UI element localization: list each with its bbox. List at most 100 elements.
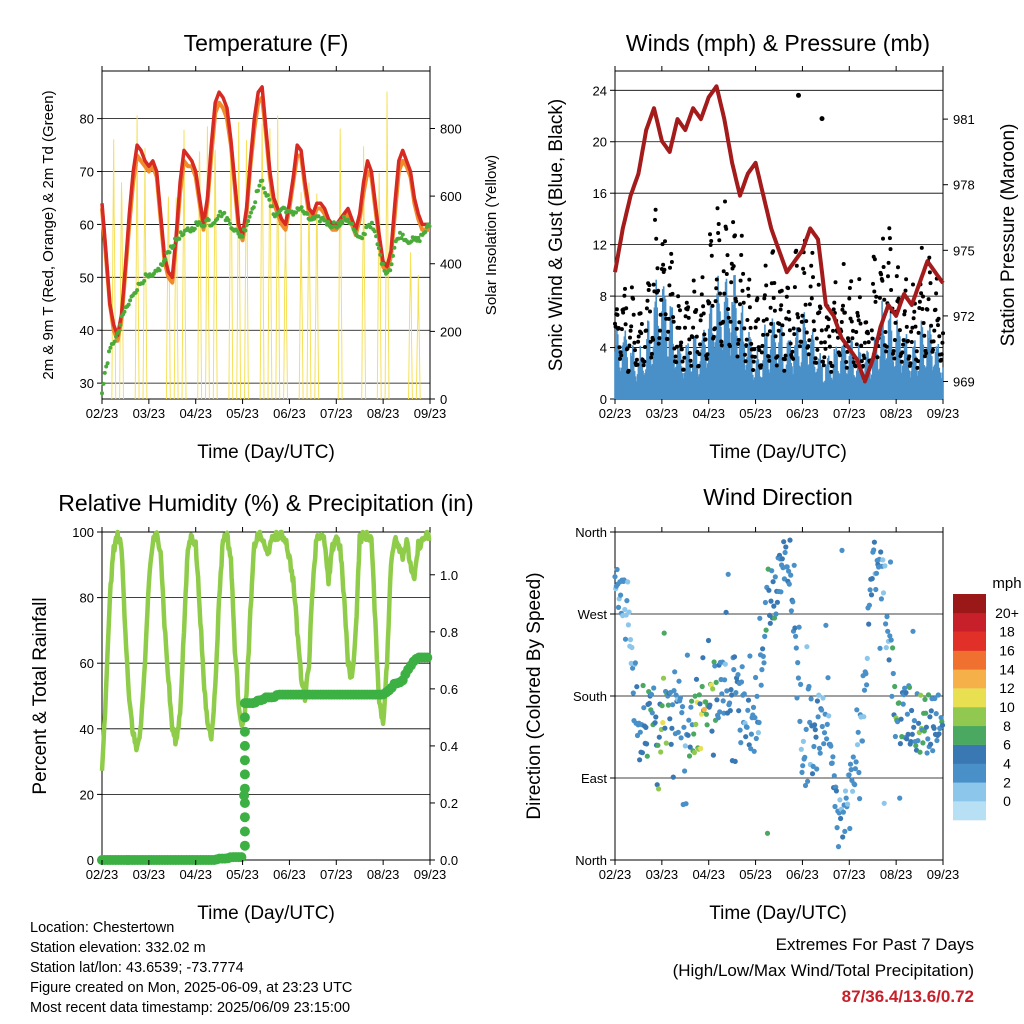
wind-direction-point [735, 672, 741, 678]
wind-direction-point [658, 749, 664, 755]
wind-gust-point [859, 343, 864, 348]
dewpoint-point [116, 329, 121, 333]
winds-y2-tick-label: 975 [953, 243, 975, 258]
wind-direction-point [725, 571, 731, 577]
wind-direction-point [626, 609, 632, 615]
wind-gust-point [815, 347, 820, 352]
wind-direction-point [852, 782, 858, 788]
wind-direction-point [625, 579, 631, 585]
wind-gust-point [699, 292, 704, 297]
dewpoint-point [104, 364, 109, 369]
wind-direction-point [878, 549, 884, 555]
wind-gust-point [733, 233, 737, 238]
wind-gust-point [810, 250, 815, 255]
wind-direction-point [759, 667, 765, 673]
wind-direction-point [883, 645, 889, 651]
precipitation-point [239, 812, 250, 823]
wind-gust-point [647, 283, 652, 288]
wind-gust-point [683, 325, 687, 330]
wind-direction-point [812, 727, 818, 733]
wind-gust-point [618, 356, 622, 361]
wind-direction-point [806, 683, 812, 690]
solar-insolation-line [111, 139, 117, 400]
wind-gust-point [755, 296, 760, 301]
temperature-x-tick-label: 04/23 [179, 406, 212, 421]
winds-title: Winds (mph) & Pressure (mb) [626, 30, 930, 56]
solar-insolation-line [361, 146, 367, 400]
wind-gust-point [909, 329, 914, 334]
wind-direction-point [697, 701, 703, 707]
wind-gust-point [689, 363, 694, 368]
dewpoint-point [270, 204, 275, 209]
wind-direction-point [918, 692, 924, 698]
wind-gust-point [618, 350, 623, 355]
wind-gust-point [921, 294, 925, 299]
wind-gust-point [851, 360, 856, 365]
wind-gust-point [766, 354, 771, 359]
wind-direction-point [847, 825, 853, 832]
wind-direction-point [863, 671, 869, 677]
wind-gust-point [853, 364, 858, 369]
wind-gust-point [799, 339, 804, 344]
wind-gust-point [909, 340, 914, 344]
wind-direction-point [910, 628, 916, 634]
wind-gust-point [896, 296, 901, 301]
winds-y-tick-label: 12 [593, 238, 607, 253]
wind-gust-point [686, 315, 691, 320]
wind-gust-point [941, 331, 945, 336]
temperature-x-tick-label: 08/23 [367, 406, 400, 421]
wind-direction-point [887, 633, 893, 639]
wind-direction-point [843, 795, 849, 801]
wind-gust-point [725, 253, 730, 258]
wind-direction-x-tick-label: 08/23 [880, 867, 913, 882]
wind-gust-point [819, 340, 824, 345]
wind-direction-point [839, 547, 845, 554]
wind-direction-point [816, 745, 823, 752]
wind-direction-point [799, 769, 805, 776]
wind-direction-point [880, 590, 887, 596]
wind-gust-point [686, 305, 691, 310]
dewpoint-point [227, 221, 232, 226]
wind-gust-point [676, 304, 681, 308]
winds-y-tick-label: 16 [593, 186, 607, 201]
wind-direction-y-tick-label: West [578, 607, 608, 622]
winds-x-label: Time (Day/UTC) [709, 442, 847, 463]
wind-direction-point [656, 786, 662, 792]
wind-direction-point [687, 744, 693, 750]
wind-gust-point [760, 343, 765, 348]
wind-direction-point [761, 660, 767, 666]
dewpoint-point [368, 225, 373, 230]
wind-direction-point [612, 574, 618, 580]
wind-gust-point [762, 293, 767, 298]
wind-gust-point [669, 251, 674, 256]
wind-direction-point [782, 549, 788, 556]
wind-gust-point [740, 288, 745, 293]
wind-gust-point [639, 322, 644, 326]
wind-gust-point [734, 326, 739, 331]
humidity-x-label: Time (Day/UTC) [197, 903, 335, 924]
wind-gust-point [829, 369, 834, 374]
temperature-y2-tick-label: 0 [440, 392, 447, 407]
wind-direction-point [663, 740, 669, 746]
wind-gust-point [668, 265, 672, 270]
wind-gust-point [735, 354, 740, 359]
wind-gust-point [877, 295, 882, 300]
wind-direction-point [890, 645, 896, 651]
legend-color-swatch [953, 744, 986, 764]
wind-gust-point [823, 346, 828, 351]
wind-direction-point [646, 700, 653, 707]
wind-direction-point [684, 652, 691, 658]
wind-direction-point [857, 796, 863, 802]
wind-direction-point [732, 758, 738, 765]
wind-gust-point [774, 363, 779, 368]
wind-gust-point [872, 289, 877, 294]
wind-direction-point [809, 771, 816, 777]
wind-gust-point [651, 337, 656, 342]
elevation-text: Station elevation: 332.02 m [30, 940, 206, 956]
wind-direction-point [752, 715, 758, 721]
wind-direction-point [685, 732, 691, 738]
dewpoint-point [206, 218, 211, 222]
wind-direction-point [723, 609, 729, 616]
humidity-y2-tick-label: 1.0 [440, 568, 458, 583]
wind-gust-point [844, 365, 849, 370]
